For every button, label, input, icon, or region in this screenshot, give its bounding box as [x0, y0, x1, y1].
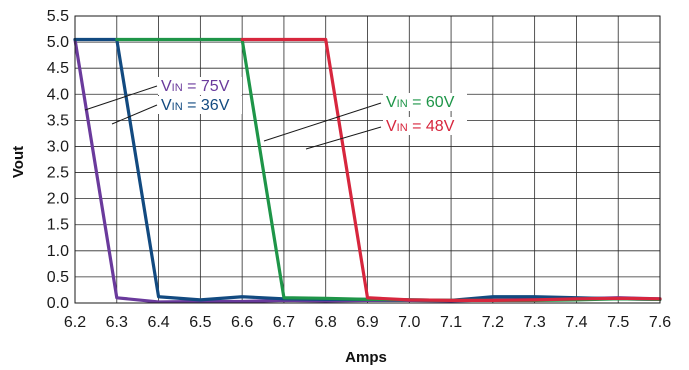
- y-tick-label: 2.5: [47, 165, 69, 182]
- y-tick-label: 2.0: [47, 191, 69, 208]
- annotation-background: [383, 93, 467, 111]
- annotation-background: [158, 96, 242, 114]
- x-tick-label: 7.3: [524, 314, 546, 331]
- y-tick-label: 5.5: [47, 8, 69, 25]
- x-tick-label: 7.4: [565, 314, 587, 331]
- x-tick-label: 6.7: [273, 314, 295, 331]
- series-line: [240, 37, 662, 302]
- x-tick-label: 7.2: [482, 314, 504, 331]
- x-tick-label: 6.3: [106, 314, 128, 331]
- x-tick-label: 6.4: [147, 314, 169, 331]
- x-tick-label: 6.8: [315, 314, 337, 331]
- x-tick-label: 7.1: [440, 314, 462, 331]
- y-tick-labels: 0.0 0.5 1.0 1.5 2.0 2.5 3.0 3.5 4.0 4.5 5.0 5.5: [47, 8, 69, 312]
- series-annotation-label: VIN = 48V: [386, 118, 455, 135]
- y-tick-label: 5.0: [47, 34, 69, 51]
- annotation-leader-line: [111, 104, 158, 125]
- y-axis-title: Vout: [10, 146, 27, 178]
- series-annotation-label: VIN = 75V: [161, 78, 230, 95]
- series-annotation-label: VIN = 60V: [386, 94, 455, 111]
- plot-frame: [74, 15, 661, 304]
- annotation-leader-line: [84, 85, 158, 111]
- grid-lines: [74, 15, 661, 304]
- y-tick-label: 0.0: [47, 295, 69, 312]
- y-tick-label: 3.5: [47, 112, 69, 129]
- x-tick-label: 6.6: [231, 314, 253, 331]
- y-tick-label: 1.5: [47, 217, 69, 234]
- x-tick-label: 7.6: [649, 314, 671, 331]
- x-tick-label: 6.2: [64, 314, 86, 331]
- y-tick-label: 4.0: [47, 86, 69, 103]
- y-tick-label: 4.5: [47, 60, 69, 77]
- x-tick-label: 6.5: [189, 314, 211, 331]
- annotation-leader-line: [305, 126, 382, 150]
- x-tick-label: 6.9: [356, 314, 378, 331]
- x-tick-labels: 6.2 6.3 6.4 6.5 6.6 6.7 6.8 6.9 7.0 7.1 7.2 7.3 7.4 7…: [64, 314, 671, 331]
- x-tick-label: 7.5: [607, 314, 629, 331]
- annotation-leader-line: [263, 102, 382, 142]
- y-tick-label: 1.0: [47, 243, 69, 260]
- series-lines: [73, 37, 662, 304]
- x-tick-label: 7.0: [398, 314, 420, 331]
- series-annotation-label: VIN = 36V: [161, 97, 230, 114]
- annotation-background: [383, 117, 467, 135]
- y-tick-label: 0.5: [47, 269, 69, 286]
- x-axis-title: Amps: [345, 349, 387, 366]
- annotation-background: [158, 77, 242, 95]
- y-tick-label: 3.0: [47, 138, 69, 155]
- series-annotations: VIN = 75V VIN = 36V VIN = 60V VIN = 48V: [84, 77, 467, 150]
